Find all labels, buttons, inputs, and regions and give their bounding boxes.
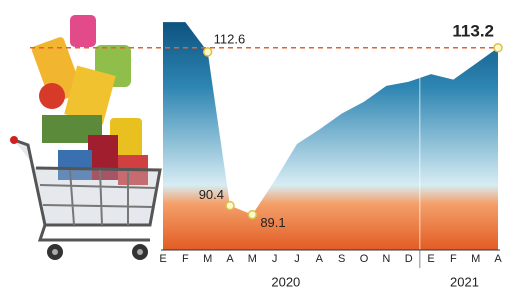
value-label: 113.2 bbox=[452, 21, 494, 40]
year-label: 2021 bbox=[450, 274, 479, 289]
area bbox=[163, 22, 498, 250]
data-point bbox=[204, 48, 212, 56]
value-label: 112.6 bbox=[214, 31, 246, 46]
value-label: 89.1 bbox=[260, 215, 285, 230]
x-tick-label: S bbox=[338, 253, 345, 265]
x-tick-label: F bbox=[450, 253, 457, 265]
x-tick-label: J bbox=[272, 253, 278, 265]
x-tick-label: F bbox=[182, 253, 189, 265]
value-label: 90.4 bbox=[199, 187, 224, 202]
plot-area: 2020 2021 E F M A M J J A S O N D E F M A bbox=[159, 18, 502, 289]
x-tick-label: A bbox=[316, 253, 324, 265]
chart: 2020 2021 E F M A M J J A S O N D E F M A 112.6 90.4 89.1 11… bbox=[0, 0, 518, 291]
x-tick-label: E bbox=[159, 253, 166, 265]
x-tick-label: O bbox=[360, 253, 369, 265]
x-tick-label: E bbox=[427, 253, 434, 265]
x-tick-label: M bbox=[471, 253, 480, 265]
x-tick-label: J bbox=[294, 253, 300, 265]
x-tick-label: A bbox=[226, 253, 234, 265]
x-tick-label: M bbox=[203, 253, 212, 265]
data-point bbox=[226, 202, 234, 210]
shopping-cart-illustration bbox=[10, 15, 160, 260]
x-tick-label: M bbox=[248, 253, 257, 265]
x-tick-label: A bbox=[494, 253, 502, 265]
year-label: 2020 bbox=[271, 274, 300, 289]
data-point bbox=[248, 211, 256, 219]
x-tick-label: N bbox=[382, 253, 390, 265]
data-point bbox=[494, 44, 502, 52]
x-tick-label: D bbox=[405, 253, 413, 265]
